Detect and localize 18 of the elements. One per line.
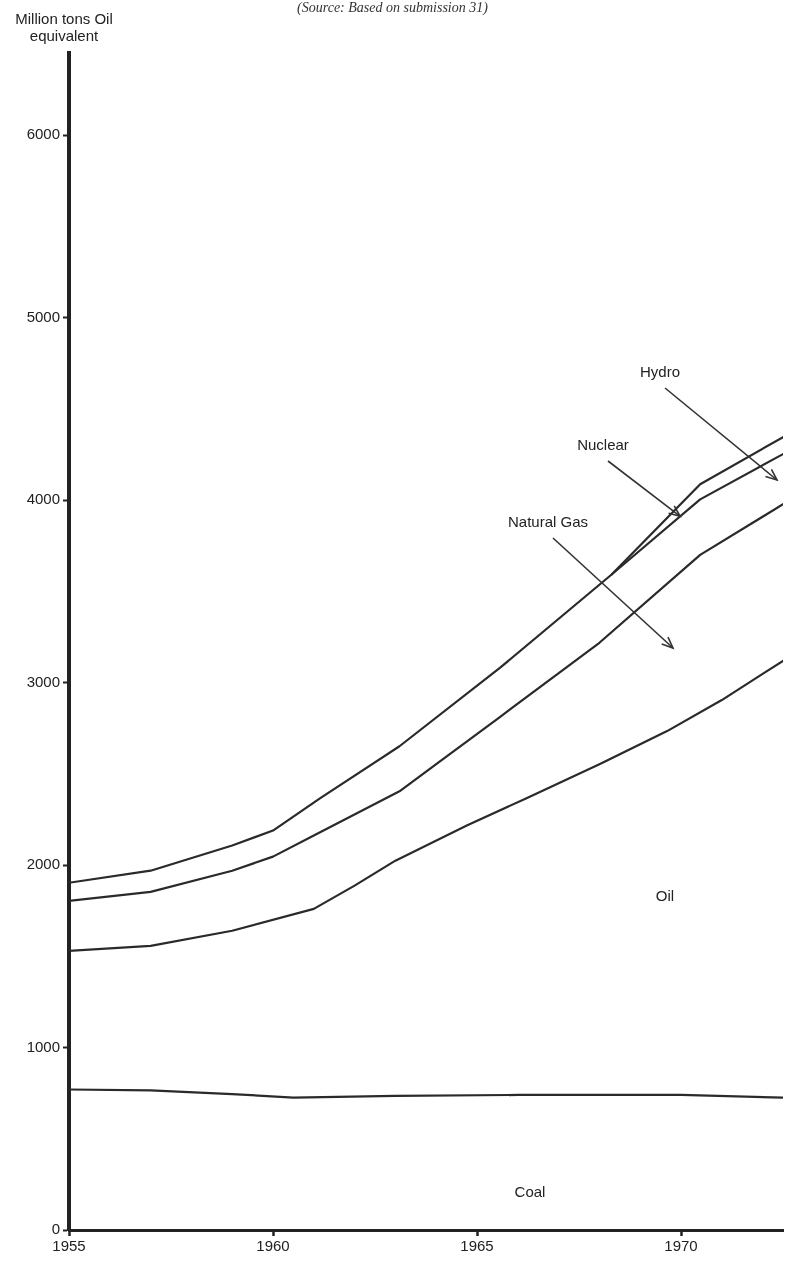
x-tick-label: 1965 (460, 1237, 494, 1255)
x-tick-label: 1960 (256, 1237, 290, 1255)
y-tick-label: 1000 (26, 1037, 60, 1055)
y-tick-label: 6000 (26, 125, 60, 143)
annotation: Nuclear (577, 436, 629, 454)
text: (Source: Based on submission 31) (297, 0, 488, 15)
y-tick-label: 0 (51, 1220, 60, 1238)
annotation: Oil (655, 887, 675, 905)
y-tick-label: 2000 (26, 855, 60, 873)
annotation: Coal (514, 1183, 546, 1201)
x-tick-label: 1955 (52, 1237, 86, 1255)
y-tick-label: 4000 (26, 490, 60, 508)
x-tick-label: 1970 (664, 1237, 698, 1255)
y-tick-label: 3000 (26, 672, 60, 690)
annotation: Hydro (639, 363, 681, 381)
annotation: Natural Gas (507, 513, 589, 531)
y-axis-title: Million tons Oil equivalent (14, 10, 114, 44)
y-tick-label: 5000 (26, 307, 60, 325)
